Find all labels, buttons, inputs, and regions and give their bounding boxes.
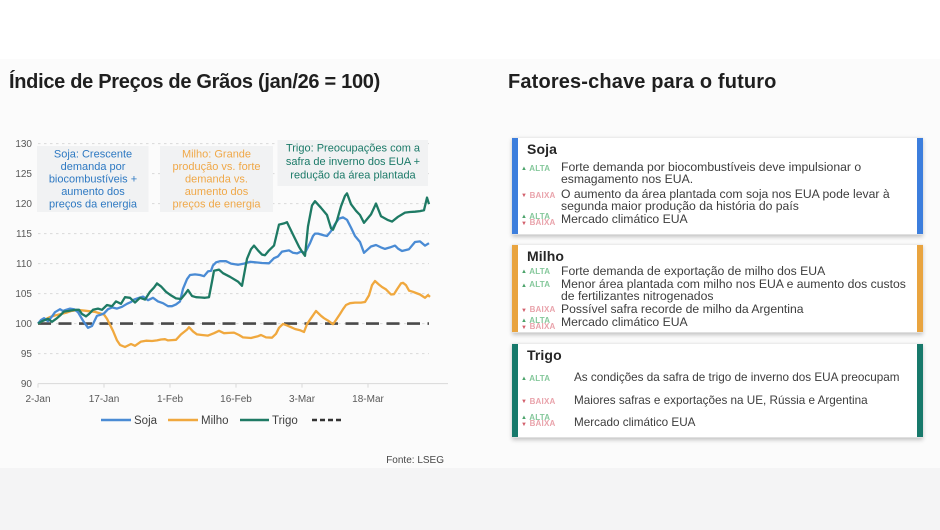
svg-text:17-Jan: 17-Jan xyxy=(89,394,120,405)
svg-text:3-Mar: 3-Mar xyxy=(289,394,316,405)
svg-text:produção vs. forte: produção vs. forte xyxy=(172,161,260,173)
svg-text:105: 105 xyxy=(15,289,32,300)
svg-text:Trigo: Preocupações com a: Trigo: Preocupações com a xyxy=(286,143,421,155)
svg-text:100: 100 xyxy=(15,319,32,330)
svg-text:95: 95 xyxy=(21,349,33,360)
svg-text:preços de energia: preços de energia xyxy=(172,199,261,211)
svg-text:Trigo: Trigo xyxy=(272,415,298,427)
svg-text:115: 115 xyxy=(16,229,32,240)
svg-text:110: 110 xyxy=(16,259,32,270)
svg-text:2-Jan: 2-Jan xyxy=(25,394,50,405)
svg-text:125: 125 xyxy=(15,169,32,180)
svg-text:Milho: Milho xyxy=(201,415,228,427)
svg-text:130: 130 xyxy=(15,139,32,150)
svg-text:biocombustíveis +: biocombustíveis + xyxy=(49,174,137,186)
svg-text:90: 90 xyxy=(21,379,33,390)
svg-text:18-Mar: 18-Mar xyxy=(352,394,384,405)
svg-text:aumento dos: aumento dos xyxy=(185,186,249,198)
svg-text:demanda por: demanda por xyxy=(61,161,126,173)
svg-text:safra de inverno dos EUA +: safra de inverno dos EUA + xyxy=(286,156,420,168)
svg-text:120: 120 xyxy=(15,199,32,210)
svg-text:demanda vs.: demanda vs. xyxy=(185,174,248,186)
svg-text:1-Feb: 1-Feb xyxy=(157,394,184,405)
svg-text:Soja: Soja xyxy=(134,415,158,427)
svg-text:preços da energia: preços da energia xyxy=(49,199,138,211)
svg-text:16-Feb: 16-Feb xyxy=(220,394,252,405)
svg-text:redução da área plantada: redução da área plantada xyxy=(290,170,416,182)
svg-text:Milho: Grande: Milho: Grande xyxy=(182,149,251,161)
svg-text:Soja: Crescente: Soja: Crescente xyxy=(54,149,132,161)
svg-text:aumento dos: aumento dos xyxy=(61,186,125,198)
